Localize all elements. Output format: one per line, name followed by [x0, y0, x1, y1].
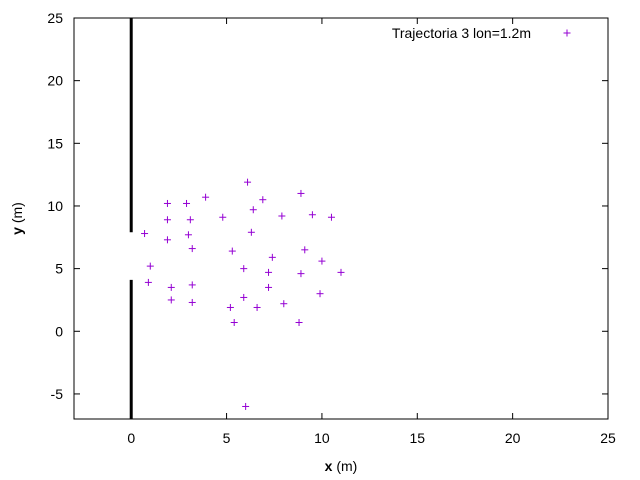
y-tick-label: 10 — [47, 198, 63, 214]
data-point — [163, 236, 171, 244]
data-point — [240, 293, 248, 301]
data-point — [242, 402, 250, 410]
x-tick-label: 10 — [314, 430, 330, 446]
data-point — [219, 213, 227, 221]
data-point — [163, 216, 171, 224]
x-tick-label: 25 — [600, 430, 616, 446]
data-point — [186, 216, 194, 224]
data-point — [202, 193, 210, 201]
x-axis-label-var: x — [325, 458, 333, 474]
data-point — [259, 196, 267, 204]
data-point — [253, 303, 261, 311]
legend-marker — [563, 29, 571, 37]
y-tick-label: 25 — [47, 10, 63, 26]
data-point — [297, 270, 305, 278]
data-point — [301, 246, 309, 254]
data-point — [226, 303, 234, 311]
data-point — [318, 257, 326, 265]
ticks — [74, 17, 609, 419]
data-point — [249, 206, 257, 214]
x-axis-label: x (m) — [325, 458, 358, 474]
data-point — [265, 283, 273, 291]
data-point — [146, 262, 154, 270]
data-point — [244, 178, 252, 186]
data-point — [228, 247, 236, 255]
data-point — [163, 199, 171, 207]
data-point — [144, 278, 152, 286]
data-point — [308, 211, 316, 219]
data-points — [141, 178, 345, 410]
data-point — [167, 283, 175, 291]
x-tick-label: 0 — [127, 430, 135, 446]
data-point — [295, 319, 303, 327]
y-axis-label-unit: (m) — [9, 202, 25, 227]
data-point — [265, 268, 273, 276]
x-tick-label: 15 — [409, 430, 425, 446]
y-tick-label: -5 — [51, 386, 64, 402]
data-point — [297, 189, 305, 197]
legend-label: Trajectoria 3 lon=1.2m — [392, 25, 531, 41]
y-tick-label: 5 — [55, 261, 63, 277]
y-tick-label: 15 — [47, 135, 63, 151]
y-axis-label-var: y — [9, 227, 25, 235]
data-point — [184, 231, 192, 239]
data-point — [188, 298, 196, 306]
data-point — [188, 245, 196, 253]
legend-marker-plus — [563, 29, 571, 37]
x-tick-label: 5 — [223, 430, 231, 446]
y-tick-label: 20 — [47, 73, 63, 89]
data-point — [230, 319, 238, 327]
data-point — [337, 268, 345, 276]
tick-labels: 0 5 10 15 20 25 -5 0 5 10 15 20 25 — [47, 10, 616, 446]
plot-frame — [73, 17, 609, 420]
data-point — [240, 265, 248, 273]
legend: Trajectoria 3 lon=1.2m — [392, 25, 571, 41]
data-point — [268, 253, 276, 261]
data-point — [247, 228, 255, 236]
data-point — [188, 281, 196, 289]
data-point — [280, 300, 288, 308]
y-tick-label: 0 — [55, 323, 63, 339]
x-tick-label: 20 — [505, 430, 521, 446]
x-axis-label-unit: (m) — [332, 458, 357, 474]
data-point — [167, 296, 175, 304]
data-point — [278, 212, 286, 220]
data-point — [183, 199, 191, 207]
y-axis-label: y (m) — [9, 202, 25, 235]
data-point — [141, 230, 149, 238]
data-point — [316, 290, 324, 298]
data-point — [327, 213, 335, 221]
